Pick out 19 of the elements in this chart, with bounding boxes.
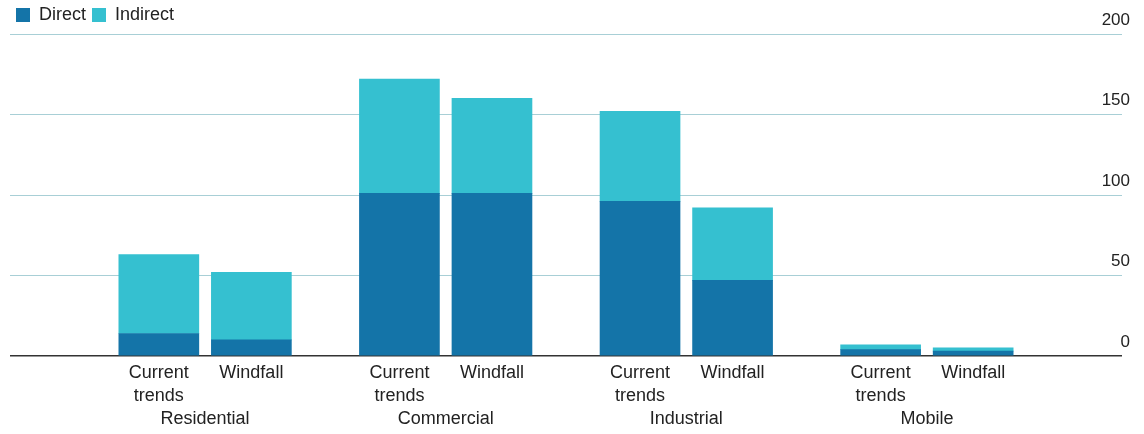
x-tick-label: Windfall (941, 361, 1006, 382)
x-tick-label: Current trends (369, 361, 430, 405)
legend-label: Indirect (115, 3, 175, 24)
x-tick-label: Current trends (610, 361, 671, 405)
y-tick-label: 150 (1101, 90, 1130, 110)
y-tick-label: 50 (1111, 251, 1130, 271)
x-tick-label: Windfall (459, 361, 524, 382)
text: Residential (160, 407, 250, 428)
y-tick-label: 100 (1101, 170, 1130, 190)
x-tick-label: Current trends (850, 361, 911, 405)
y-tick-label: 0 (1120, 331, 1130, 351)
text: Mobile (900, 407, 954, 428)
text: Industrial (649, 407, 723, 428)
y-tick-label: 200 (1101, 9, 1130, 29)
text: Commercial (397, 407, 494, 428)
legend-label: Direct (39, 3, 87, 24)
x-tick-label: Current trends (128, 361, 189, 405)
x-tick-label: Windfall (700, 361, 765, 382)
x-tick-label: Windfall (219, 361, 284, 382)
